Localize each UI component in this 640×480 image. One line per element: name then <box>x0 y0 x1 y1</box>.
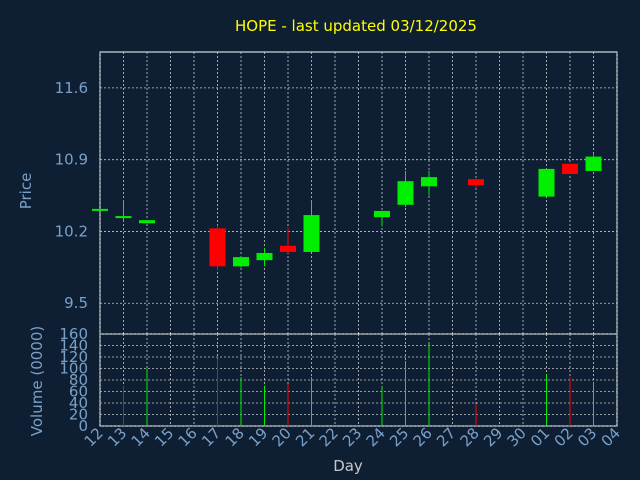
price-panel: 11.6 10.9 10.2 9.5 <box>55 51 618 335</box>
price-tick-label: 11.6 <box>55 79 88 97</box>
price-tick-label: 9.5 <box>64 294 88 312</box>
volume-tick-label: 140 <box>59 337 88 355</box>
candle-body <box>303 215 320 252</box>
volume-tick-label: 60 <box>69 383 88 401</box>
candle-body <box>209 228 226 267</box>
candle-body <box>233 257 249 267</box>
volume-tick-label: 100 <box>59 360 88 378</box>
candle-body <box>562 163 578 175</box>
price-tick-label: 10.9 <box>55 151 88 169</box>
candle-body <box>115 216 132 219</box>
x-axis: 1213141516171819202122232425262728293001… <box>81 424 624 450</box>
volume-tick-label: 20 <box>69 406 88 424</box>
volume-tick-label: 40 <box>69 394 88 412</box>
chart-title: HOPE - last updated 03/12/2025 <box>235 17 477 35</box>
volume-tick-label: 120 <box>59 348 88 366</box>
candle-body <box>139 220 155 224</box>
candle-body <box>280 245 296 252</box>
candle-body <box>468 179 484 186</box>
candle-body <box>256 252 273 261</box>
day-axis-label: Day <box>333 457 363 475</box>
candle-body <box>421 177 437 187</box>
candle-body <box>374 210 390 218</box>
price-tick-label: 10.2 <box>55 222 88 240</box>
candle-body <box>585 156 602 171</box>
volume-tick-label: 160 <box>59 325 88 343</box>
volume-axis-label: Volume (0000) <box>28 326 46 436</box>
candle-body <box>538 168 555 197</box>
candle-body <box>92 208 108 211</box>
candle-body <box>397 181 414 205</box>
volume-tick-label: 80 <box>69 371 88 389</box>
volume-tick-label: 0 <box>78 417 88 435</box>
price-axis-label: Price <box>17 173 35 210</box>
